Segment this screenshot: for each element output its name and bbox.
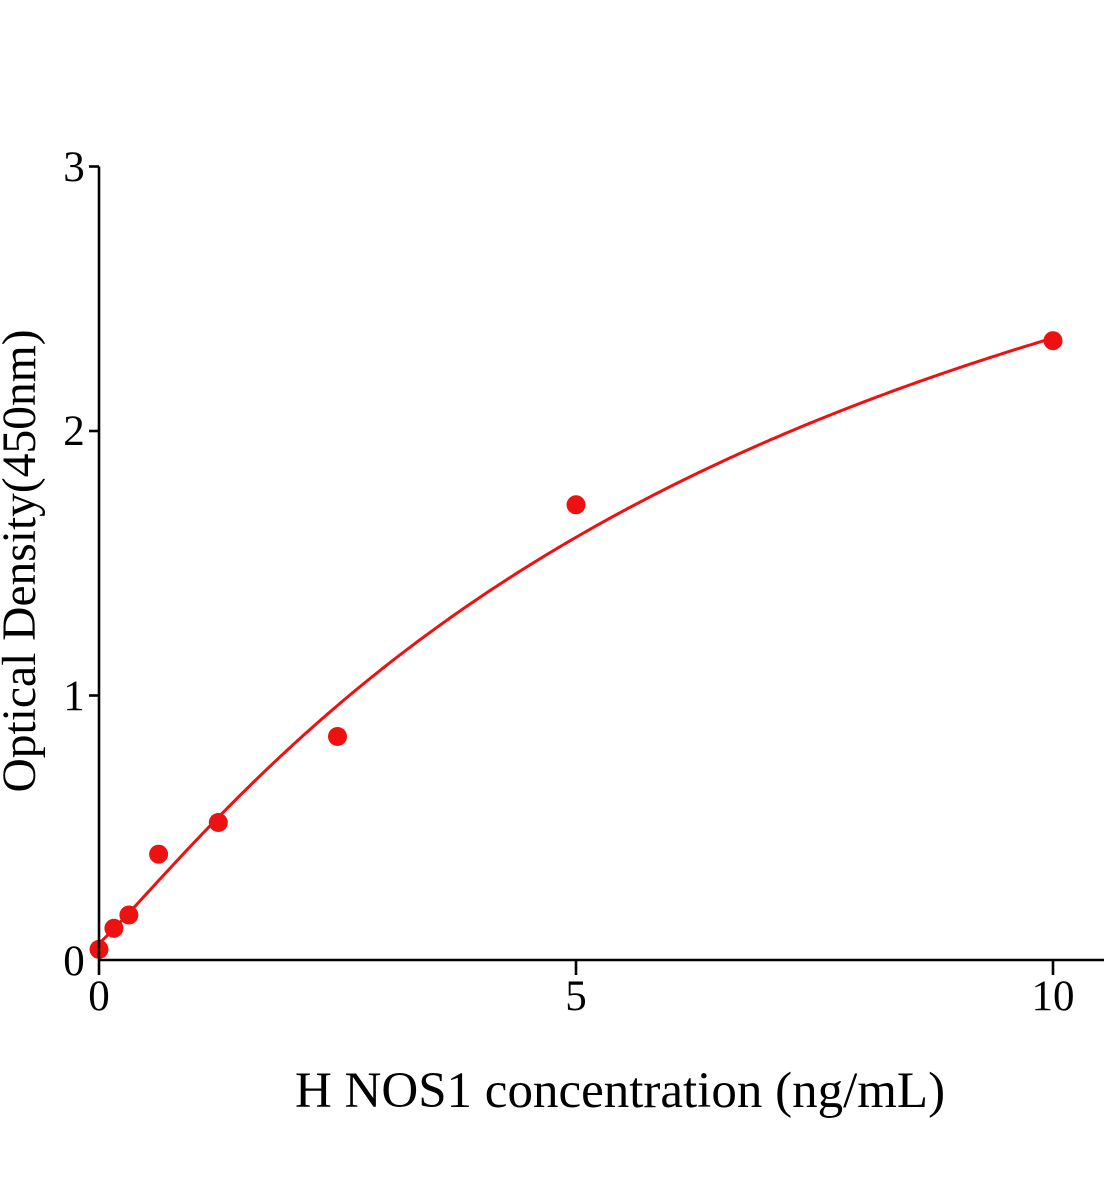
svg-text:3: 3 [63,144,85,191]
svg-text:2: 2 [63,408,85,455]
svg-text:0: 0 [63,938,85,985]
svg-text:0: 0 [88,973,110,1020]
svg-text:Optical Density(450nm): Optical Density(450nm) [0,329,46,792]
svg-text:H NOS1 concentration (ng/mL): H NOS1 concentration (ng/mL) [295,1063,945,1119]
svg-text:10: 10 [1032,973,1075,1020]
svg-text:1: 1 [63,673,85,720]
svg-text:5: 5 [565,973,587,1020]
